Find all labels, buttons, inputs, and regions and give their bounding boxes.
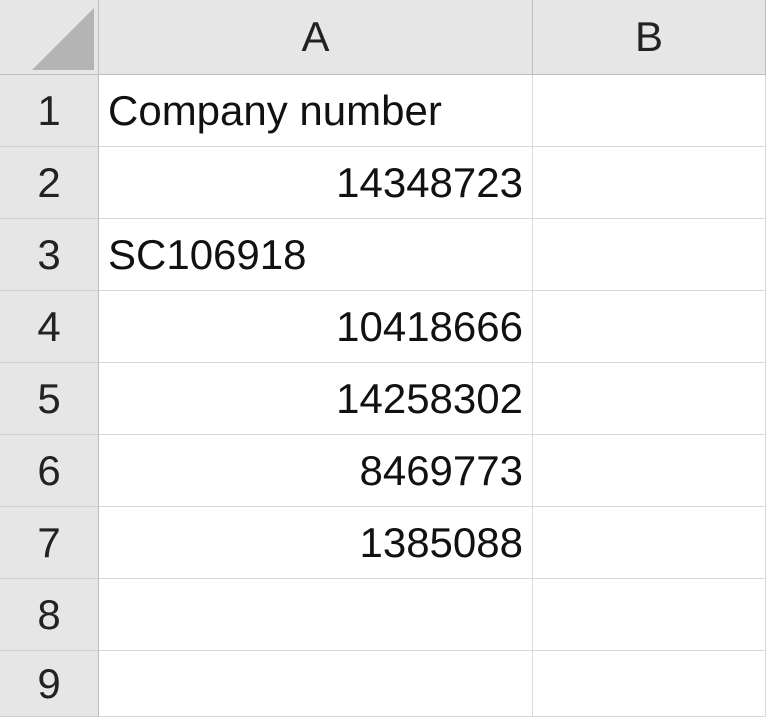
cell-a2[interactable]: 14348723 (99, 147, 533, 219)
cell-b1[interactable] (533, 75, 766, 147)
cell-b3[interactable] (533, 219, 766, 291)
cell-a3[interactable]: SC106918 (99, 219, 533, 291)
cell-b4[interactable] (533, 291, 766, 363)
cell-a6[interactable]: 8469773 (99, 435, 533, 507)
row-header-8[interactable]: 8 (0, 579, 99, 651)
row-header-9[interactable]: 9 (0, 651, 99, 717)
cell-a1[interactable]: Company number (99, 75, 533, 147)
column-header-a[interactable]: A (99, 0, 533, 75)
select-all-icon (32, 8, 94, 70)
cell-a8[interactable] (99, 579, 533, 651)
row-header-1[interactable]: 1 (0, 75, 99, 147)
row-header-3[interactable]: 3 (0, 219, 99, 291)
column-header-b[interactable]: B (533, 0, 766, 75)
row-header-2[interactable]: 2 (0, 147, 99, 219)
cell-a9[interactable] (99, 651, 533, 717)
cell-b7[interactable] (533, 507, 766, 579)
row-header-5[interactable]: 5 (0, 363, 99, 435)
row-header-7[interactable]: 7 (0, 507, 99, 579)
cell-b5[interactable] (533, 363, 766, 435)
cell-a5[interactable]: 14258302 (99, 363, 533, 435)
row-header-4[interactable]: 4 (0, 291, 99, 363)
cell-b9[interactable] (533, 651, 766, 717)
cell-b8[interactable] (533, 579, 766, 651)
row-header-6[interactable]: 6 (0, 435, 99, 507)
cell-b2[interactable] (533, 147, 766, 219)
cell-a4[interactable]: 10418666 (99, 291, 533, 363)
cell-b6[interactable] (533, 435, 766, 507)
cell-a7[interactable]: 1385088 (99, 507, 533, 579)
select-all-corner[interactable] (0, 0, 99, 75)
